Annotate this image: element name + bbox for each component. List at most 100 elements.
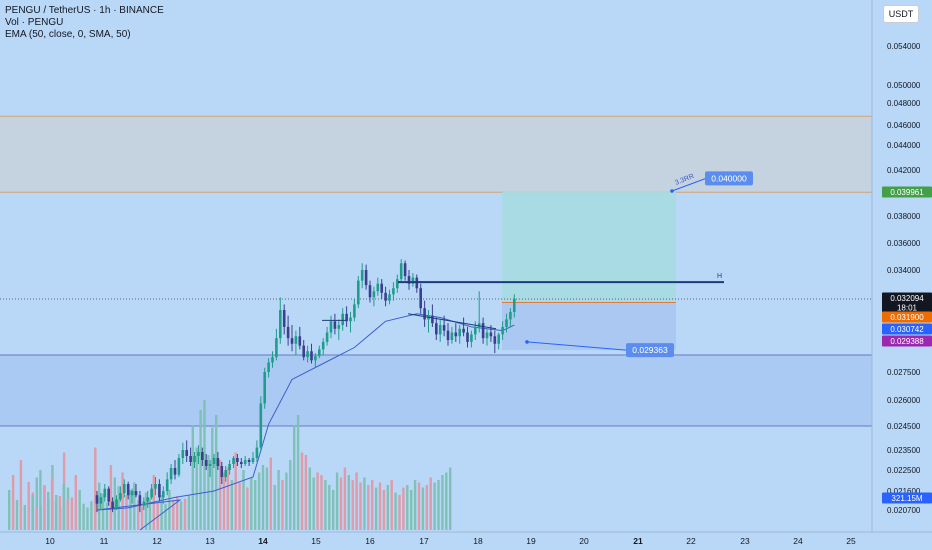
candle-body — [255, 447, 259, 458]
volume-bar — [62, 484, 65, 530]
ema-indicator-label[interactable]: EMA (50, close, 0, SMA, 50) — [5, 29, 131, 40]
volume-bar — [254, 480, 257, 530]
candle-body — [321, 341, 325, 350]
volume-bar — [195, 447, 198, 530]
price-badge[interactable] — [882, 492, 932, 504]
volume-bar — [47, 492, 50, 530]
volume-bar — [168, 490, 171, 530]
volume-bar — [335, 472, 339, 530]
time-tick-label: 16 — [365, 536, 375, 546]
time-tick-label: 17 — [419, 536, 429, 546]
volume-bar — [277, 470, 280, 530]
volume-bar — [300, 452, 304, 530]
candle-body — [154, 484, 157, 489]
candle-body — [419, 288, 422, 309]
volume-bar — [296, 415, 300, 530]
candle-body — [263, 372, 266, 404]
volume-bar — [265, 467, 269, 530]
volume-bar — [183, 498, 187, 530]
volume-bar — [234, 452, 237, 530]
candle-body — [477, 323, 481, 327]
volume-bar — [207, 455, 210, 530]
candle-body — [181, 450, 185, 458]
stop-label-box[interactable] — [626, 343, 674, 358]
volume-bar — [312, 477, 315, 530]
candle-body — [99, 497, 103, 504]
candle-body — [372, 291, 376, 298]
candle-body — [162, 491, 165, 498]
time-tick-label: 10 — [45, 536, 55, 546]
time-tick-label: 23 — [740, 536, 750, 546]
candle-body — [212, 458, 216, 464]
volume-bar — [293, 425, 296, 530]
volume-bar — [164, 503, 167, 530]
price-axis[interactable] — [872, 0, 932, 535]
candle-body — [236, 458, 239, 462]
price-tick-label: 0.024500 — [887, 422, 921, 431]
time-axis[interactable] — [0, 532, 932, 550]
candle-body — [294, 336, 298, 344]
candle-body — [193, 456, 196, 462]
volume-bar — [70, 497, 74, 530]
volume-bar — [39, 470, 42, 530]
price-tick-label: 0.034000 — [887, 266, 921, 275]
volume-bar — [8, 490, 11, 530]
volume-bar — [410, 490, 413, 530]
price-tick-label: 0.050000 — [887, 81, 921, 90]
volume-bar — [129, 490, 132, 530]
volume-bar — [367, 485, 370, 530]
volume-bar — [35, 508, 38, 530]
target-label-box[interactable] — [705, 171, 753, 186]
volume-bar — [304, 455, 308, 530]
candle-body — [201, 452, 204, 460]
candle-body — [399, 263, 403, 280]
price-badge-countdown: 18:01 — [897, 304, 918, 313]
price-badge[interactable] — [882, 311, 932, 323]
candle-body — [134, 491, 138, 496]
candle-body — [450, 332, 454, 341]
volume-bar — [261, 465, 265, 530]
volume-bar — [160, 495, 163, 530]
candle-body — [169, 468, 173, 480]
candle-body — [345, 313, 348, 322]
volume-bar — [339, 477, 343, 530]
volume-bar — [43, 486, 46, 530]
trend-segment-line — [407, 313, 497, 330]
volume-bar — [94, 447, 97, 530]
candle-body — [197, 452, 200, 456]
price-badge[interactable] — [882, 186, 932, 198]
price-badge-value: 321.15M — [891, 494, 922, 503]
volume-bar — [125, 495, 128, 530]
candle-body — [376, 283, 380, 292]
price-badge[interactable] — [882, 335, 932, 347]
volume-bar — [35, 477, 38, 530]
volume-bar — [179, 501, 183, 530]
symbol-title[interactable]: PENGU / TetherUS · 1h · BINANCE — [5, 5, 164, 16]
price-badge[interactable] — [882, 292, 932, 313]
candle-body — [115, 499, 118, 508]
price-badge-value: 0.039961 — [890, 188, 924, 197]
candle-body — [216, 458, 220, 466]
volume-bar — [246, 487, 249, 530]
volume-bar — [363, 477, 366, 530]
h-level-label: H — [717, 273, 722, 280]
candle-body — [243, 460, 247, 464]
volume-bar — [58, 496, 62, 530]
price-tick-label: 0.044000 — [887, 141, 921, 150]
volume-bar — [187, 495, 191, 530]
volume-bar — [19, 460, 23, 530]
volume-bar — [137, 500, 140, 530]
candle-body — [396, 279, 399, 289]
candle-body — [310, 351, 313, 361]
volume-indicator-label[interactable]: Vol · PENGU — [5, 17, 64, 28]
target-label-text: 0.040000 — [711, 173, 747, 183]
candle-body — [185, 450, 188, 456]
price-badge[interactable] — [882, 323, 932, 335]
volume-bar — [398, 495, 401, 530]
currency-button[interactable]: USDT — [883, 5, 919, 23]
candle-body — [146, 497, 149, 502]
time-tick-label: 25 — [846, 536, 856, 546]
candle-body — [438, 325, 442, 335]
volume-bar — [222, 472, 226, 530]
